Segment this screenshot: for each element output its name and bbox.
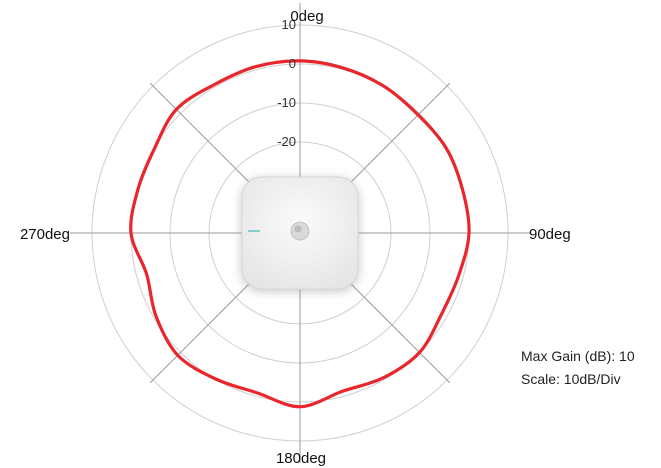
ring-labels: 10 0 -10 -20 bbox=[277, 17, 296, 149]
angle-label: 90deg bbox=[529, 226, 571, 243]
spoke-line bbox=[149, 269, 264, 384]
scale-label: Scale: 10dB/Div bbox=[521, 371, 621, 387]
angle-label: 0deg bbox=[290, 8, 323, 25]
gain-pattern-trace bbox=[129, 59, 471, 409]
ring-label: -20 bbox=[277, 134, 296, 149]
angle-labels: 0deg 90deg 180deg 270deg bbox=[20, 8, 571, 467]
polar-spokes bbox=[70, 3, 530, 463]
device-logo-dot bbox=[294, 225, 302, 233]
angle-label: 270deg bbox=[20, 226, 70, 243]
ring-label: 10 bbox=[282, 17, 296, 32]
spoke-line bbox=[149, 82, 264, 197]
series-line bbox=[129, 59, 471, 409]
access-point-device bbox=[241, 176, 359, 290]
angle-label: 180deg bbox=[276, 450, 326, 467]
ring-label: -10 bbox=[277, 95, 296, 110]
spoke-line bbox=[336, 82, 451, 197]
ring-label: 0 bbox=[289, 56, 296, 71]
max-gain-label: Max Gain (dB): 10 bbox=[521, 348, 635, 364]
spoke-line bbox=[336, 269, 451, 384]
